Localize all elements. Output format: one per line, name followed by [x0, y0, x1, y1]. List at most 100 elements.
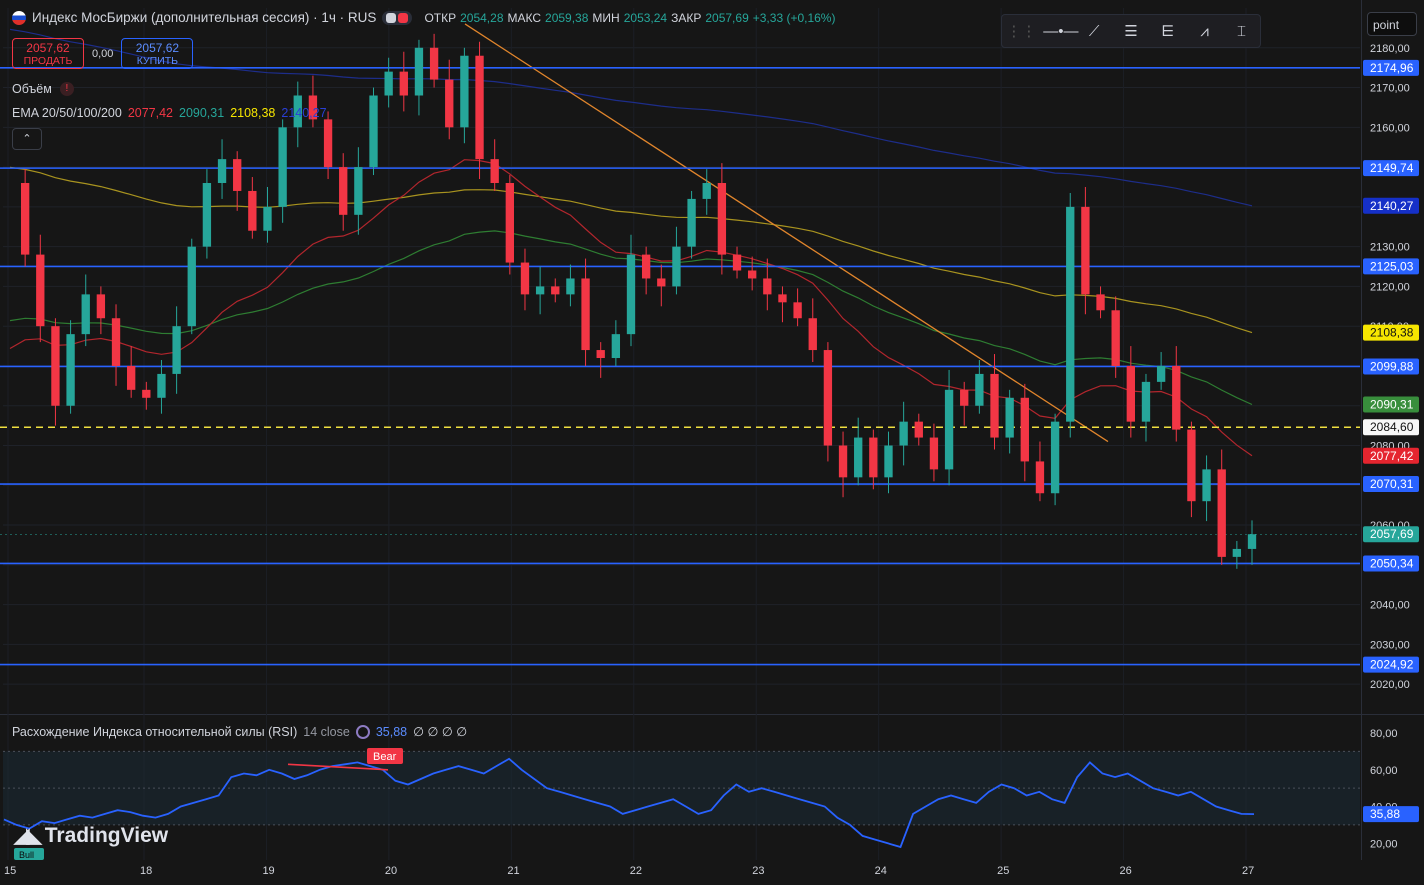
level-price-label-bg	[1363, 258, 1419, 275]
candle-body	[36, 254, 45, 327]
price-tick-label: 2130,00	[1370, 242, 1410, 254]
ema200-price-label: 2140,27	[1370, 199, 1414, 213]
level-price-label-bg	[1363, 358, 1419, 375]
cursor-icon[interactable]: ⌶	[1236, 22, 1246, 40]
candle-body	[278, 127, 287, 207]
candle-body	[732, 254, 742, 271]
candle-body	[202, 183, 212, 247]
close-label: ЗАКР	[671, 10, 702, 25]
date-tick-label: 20	[385, 865, 397, 877]
path-icon[interactable]: ⩘	[1200, 22, 1209, 40]
rsi-value: 35,88	[375, 724, 408, 739]
high-value: 2059,38	[545, 10, 589, 25]
candle-body	[914, 421, 923, 438]
candle-body	[581, 278, 590, 351]
candle-body	[414, 47, 424, 96]
ema100-line	[9, 166, 1253, 334]
candle-body	[687, 198, 696, 247]
candle-body	[778, 294, 787, 303]
dashed-level-label-bg	[1363, 419, 1419, 436]
date-tick-label: 27	[1242, 865, 1254, 877]
rsi-band-fill	[3, 751, 1360, 825]
point-field[interactable]: point	[1367, 12, 1417, 36]
candle-body	[1081, 206, 1090, 295]
date-tick-label: 15	[4, 865, 16, 877]
ema100-price-label: 2108,38	[1370, 326, 1414, 340]
level-price-label-bg	[1363, 476, 1419, 493]
ema200-price-label-bg	[1363, 197, 1419, 214]
pitchfork-icon[interactable]: ⋿	[1161, 23, 1175, 40]
bear-label-bg	[367, 748, 403, 764]
ema200-value: 2140,27	[281, 106, 327, 120]
session-toggle[interactable]	[382, 10, 413, 25]
candle-body	[1020, 397, 1029, 462]
candle-body	[157, 373, 166, 398]
candle-body	[127, 365, 136, 390]
ema-legend[interactable]: EMA 20/50/100/200 2077,42 2090,31 2108,3…	[12, 106, 327, 120]
date-tick-label: 22	[630, 865, 642, 877]
trend-line-icon[interactable]: ⟋	[1088, 22, 1100, 40]
bull-label-bg	[14, 848, 44, 860]
date-tick-label: 25	[997, 865, 1009, 877]
candle-body	[111, 318, 121, 366]
ema-label: EMA 20/50/100/200	[12, 106, 122, 120]
warning-icon[interactable]: !	[59, 82, 74, 96]
candle-body	[551, 286, 560, 295]
price-tick-label: 2160,00	[1370, 122, 1410, 134]
candle-body	[884, 445, 893, 478]
symbol-title[interactable]: Индекс МосБиржи (дополнительная сессия) …	[32, 10, 377, 25]
candle-body	[1035, 461, 1045, 494]
candle-body	[217, 159, 227, 184]
candle-body	[248, 190, 257, 231]
bear-label: Bear	[373, 751, 397, 763]
collapse-legend-button[interactable]: ⌃	[12, 128, 42, 150]
candle-body	[81, 294, 90, 335]
open-value: 2054,28	[460, 10, 504, 25]
high-label: МАКС	[507, 10, 542, 25]
fib-icon[interactable]: ☰	[1124, 23, 1138, 40]
candle-body	[1156, 365, 1166, 382]
date-tick-label: 18	[140, 865, 152, 877]
rsi-flags: ∅ ∅ ∅ ∅	[413, 725, 468, 739]
ema20-price-label-bg	[1363, 447, 1419, 464]
date-tick-label: 23	[752, 865, 764, 877]
tradingview-brand[interactable]: ◢◣ TradingView	[14, 823, 168, 848]
candle-body	[1096, 294, 1105, 311]
rsi-legend[interactable]: Расхождение Индекса относительной силы (…	[12, 724, 467, 739]
level-price-label: 2125,03	[1370, 259, 1414, 273]
candle-body	[657, 278, 666, 287]
refresh-icon[interactable]	[355, 724, 370, 739]
buy-button[interactable]: 2057,62 КУПИТЬ	[121, 38, 194, 69]
close-value: 2057,69	[705, 10, 749, 25]
dashed-level-label: 2084,60	[1370, 420, 1414, 434]
volume-legend[interactable]: Объём !	[12, 82, 74, 96]
price-tick-label: 2040,00	[1370, 600, 1410, 612]
current-price-label-bg	[1363, 526, 1419, 543]
sell-button[interactable]: 2057,62 ПРОДАТЬ	[12, 38, 84, 69]
grip-icon[interactable]: ⋮⋮	[1006, 23, 1037, 40]
candle-body	[96, 294, 106, 319]
candle-body	[233, 159, 242, 191]
candle-body	[869, 437, 878, 478]
tradingview-logo-icon: ◢◣	[14, 825, 42, 847]
horizontal-ray-icon[interactable]: —•—	[1043, 22, 1079, 40]
candle-body	[944, 389, 954, 470]
level-price-label: 2099,88	[1370, 359, 1414, 373]
level-price-label-bg	[1363, 656, 1419, 673]
candle-body	[520, 262, 530, 295]
price-tick-label: 2030,00	[1370, 639, 1410, 651]
candle-body	[823, 350, 833, 446]
rsi-params: 14 close	[303, 724, 350, 739]
buy-label: КУПИТЬ	[136, 55, 179, 67]
level-price-label-bg	[1363, 59, 1419, 76]
rsi-current-label: 35,88	[1370, 807, 1400, 821]
trend-line	[464, 23, 1109, 443]
buy-price: 2057,62	[135, 41, 180, 55]
candle-body	[535, 286, 545, 295]
spread-value: 0,00	[92, 47, 114, 60]
candle-body	[475, 55, 484, 160]
level-price-label: 2174,96	[1370, 61, 1414, 75]
candle-body	[763, 278, 772, 295]
candle-body	[611, 334, 621, 359]
